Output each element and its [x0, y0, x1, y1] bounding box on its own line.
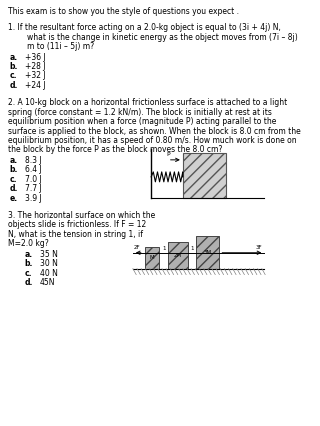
- Bar: [183, 153, 226, 198]
- Text: 6.4 J: 6.4 J: [25, 165, 41, 174]
- Bar: [168, 242, 188, 269]
- Bar: [145, 247, 159, 269]
- Text: 2. A 10-kg block on a horizontal frictionless surface is attached to a light: 2. A 10-kg block on a horizontal frictio…: [8, 98, 287, 107]
- Text: 3. The horizontal surface on which the: 3. The horizontal surface on which the: [8, 211, 155, 220]
- Text: a.: a.: [25, 250, 33, 259]
- Text: 40 N: 40 N: [40, 269, 58, 278]
- Text: spring (force constant = 1.2 kN/m). The block is initially at rest at its: spring (force constant = 1.2 kN/m). The …: [8, 108, 272, 117]
- Text: 7.7 J: 7.7 J: [25, 184, 41, 193]
- Text: d.: d.: [25, 278, 33, 287]
- Text: 1: 1: [190, 246, 194, 251]
- Text: 45N: 45N: [40, 278, 55, 287]
- Text: d.: d.: [10, 184, 18, 193]
- Text: 2M: 2M: [174, 253, 182, 258]
- Text: e.: e.: [10, 194, 18, 203]
- Text: +32 J: +32 J: [25, 72, 45, 81]
- Text: equilibrium position when a force (magnitude P) acting parallel to the: equilibrium position when a force (magni…: [8, 117, 276, 126]
- Text: m to (11i – 5j) m?: m to (11i – 5j) m?: [8, 42, 94, 51]
- Text: c.: c.: [10, 72, 17, 81]
- Text: the block by the force P as the block moves the 8.0 cm?: the block by the force P as the block mo…: [8, 145, 222, 155]
- Text: c.: c.: [25, 269, 32, 278]
- Text: +28 J: +28 J: [25, 62, 45, 71]
- Text: 3M: 3M: [204, 250, 212, 255]
- Text: objects slide is frictionless. If F = 12: objects slide is frictionless. If F = 12: [8, 220, 146, 230]
- Text: a.: a.: [10, 156, 18, 165]
- Text: b.: b.: [10, 165, 18, 174]
- Text: This exam is to show you the style of questions you expect .: This exam is to show you the style of qu…: [8, 7, 239, 16]
- Text: P: P: [166, 152, 170, 157]
- Bar: [196, 236, 220, 269]
- Text: d.: d.: [10, 81, 18, 90]
- Text: +24 J: +24 J: [25, 81, 45, 90]
- Text: 8.3 J: 8.3 J: [25, 156, 41, 165]
- Text: b.: b.: [10, 62, 18, 71]
- Text: what is the change in kinetic energy as the object moves from (7i – 8j): what is the change in kinetic energy as …: [8, 33, 298, 42]
- Text: +36 J: +36 J: [25, 52, 45, 61]
- Text: 3F: 3F: [256, 245, 263, 250]
- Text: N, what is the tension in string 1, if: N, what is the tension in string 1, if: [8, 230, 143, 239]
- Text: 30 N: 30 N: [40, 259, 58, 268]
- Text: 35 N: 35 N: [40, 250, 58, 259]
- Text: 3.9 J: 3.9 J: [25, 194, 41, 203]
- Text: M=2.0 kg?: M=2.0 kg?: [8, 239, 49, 248]
- Text: 1. If the resultant force acting on a 2.0-kg object is equal to (3i + 4j) N,: 1. If the resultant force acting on a 2.…: [8, 23, 281, 32]
- Text: M: M: [150, 255, 154, 260]
- Text: 2F: 2F: [134, 245, 140, 250]
- Text: c.: c.: [10, 175, 17, 184]
- Text: a.: a.: [10, 52, 18, 61]
- Text: equilibrium position, it has a speed of 0.80 m/s. How much work is done on: equilibrium position, it has a speed of …: [8, 136, 297, 145]
- Text: 1: 1: [162, 246, 165, 251]
- Text: surface is applied to the block, as shown. When the block is 8.0 cm from the: surface is applied to the block, as show…: [8, 127, 301, 135]
- Text: b.: b.: [25, 259, 33, 268]
- Text: 7.0 J: 7.0 J: [25, 175, 41, 184]
